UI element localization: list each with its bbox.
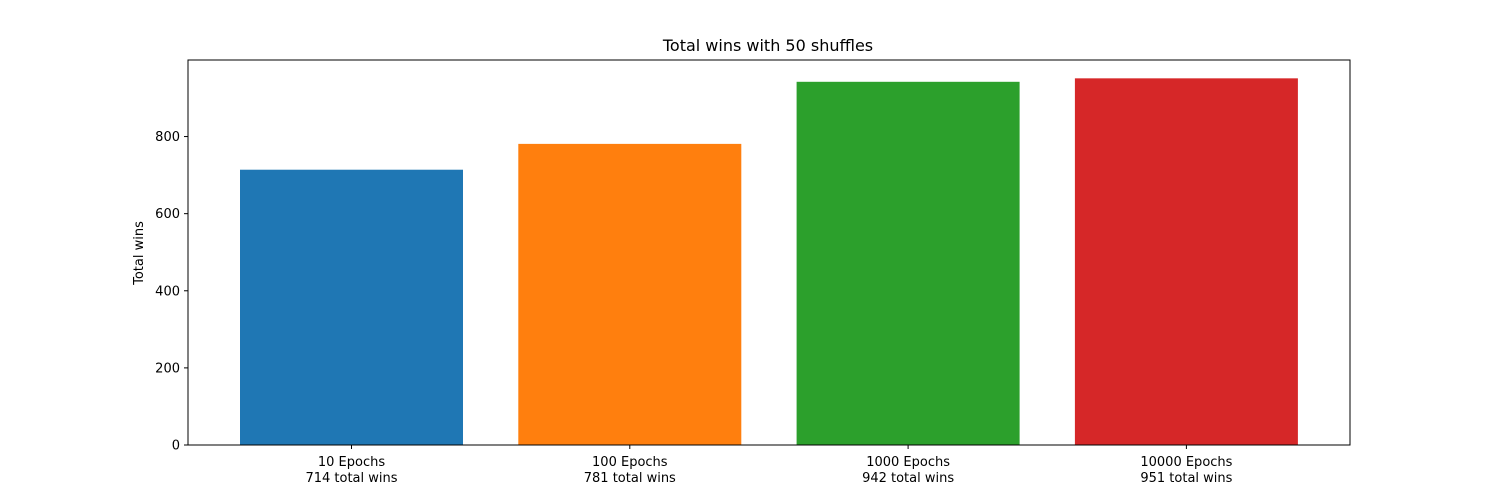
x-tick-sublabel: 942 total wins xyxy=(862,471,954,486)
x-tick-sublabel: 951 total wins xyxy=(1140,471,1232,486)
y-tick-label: 600 xyxy=(155,207,180,222)
bar-100-epochs xyxy=(518,143,742,446)
y-tick-label: 0 xyxy=(172,439,180,454)
y-ticks: 0 200 400 600 800 xyxy=(155,130,188,454)
bar-1000-epochs xyxy=(796,81,1020,445)
bars-layer xyxy=(240,78,1298,446)
y-tick-label: 400 xyxy=(155,284,180,299)
chart-title: Total wins with 50 shuffles xyxy=(662,36,873,55)
y-axis-label: Total wins xyxy=(132,221,147,286)
bar-10000-epochs xyxy=(1074,78,1298,445)
x-tick-label: 100 Epochs xyxy=(592,455,668,470)
plot-frame xyxy=(187,59,1351,446)
x-tick-label: 1000 Epochs xyxy=(866,455,950,470)
bar-10-epochs xyxy=(240,169,463,446)
x-tick-sublabel: 714 total wins xyxy=(305,471,397,486)
x-tick-sublabel: 781 total wins xyxy=(584,471,676,486)
y-tick-label: 800 xyxy=(155,130,180,145)
x-tick-label: 10000 Epochs xyxy=(1140,455,1232,470)
y-tick-label: 200 xyxy=(155,361,180,376)
x-tick-label: 10 Epochs xyxy=(318,455,385,470)
